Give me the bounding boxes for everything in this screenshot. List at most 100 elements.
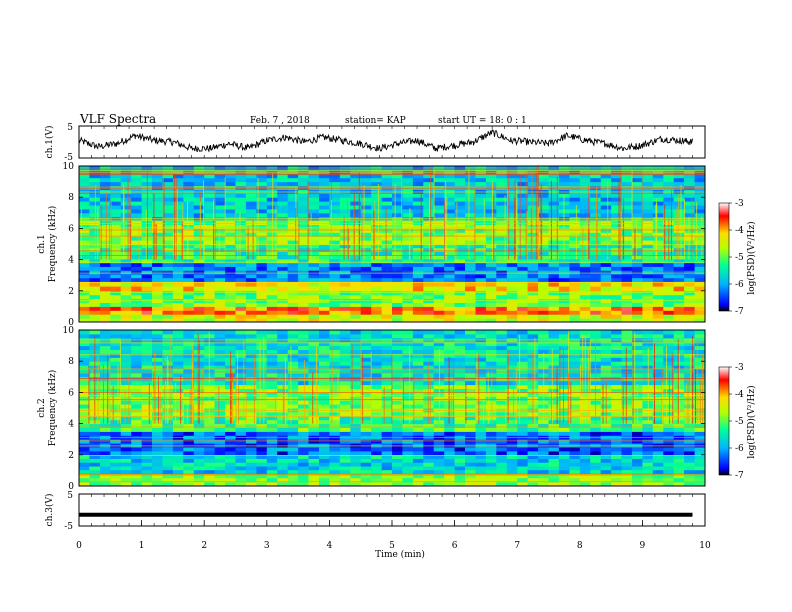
- spectrogram-cell: [632, 466, 643, 471]
- spectrogram-cell: [339, 481, 351, 487]
- spectrogram-cell: [266, 384, 278, 389]
- spectrogram-cell: [465, 294, 476, 300]
- spectrogram-cell: [99, 228, 111, 233]
- spectrogram-cell: [308, 353, 320, 358]
- spectrogram-cell: [694, 189, 706, 194]
- spectrogram-cell: [287, 185, 299, 190]
- spectrogram-spike: [433, 167, 435, 260]
- spectrogram-cell: [694, 181, 706, 186]
- spectrogram-cell: [538, 294, 549, 300]
- spectrogram-cell: [152, 177, 163, 183]
- spectrogram-cell: [402, 247, 414, 252]
- spectrogram-cell: [392, 228, 403, 233]
- spectrogram-cell: [475, 212, 487, 218]
- spectrogram-cell: [579, 306, 591, 311]
- header-date: Feb. 7 , 2018: [250, 116, 310, 126]
- spectrogram-cell: [527, 427, 539, 432]
- spectrogram-cell: [590, 177, 602, 183]
- spectrogram-cell: [266, 259, 278, 264]
- spectrogram-cell: [663, 177, 675, 183]
- spectrogram-cell: [412, 212, 424, 218]
- spectrogram-cell: [642, 469, 654, 474]
- spectrogram-cell: [225, 270, 236, 275]
- spectrogram-cell: [517, 197, 529, 202]
- spectrogram-cell: [245, 220, 257, 225]
- spectrogram-cell: [339, 177, 351, 183]
- spectrogram-cell: [110, 443, 122, 448]
- spectrogram-cell: [454, 232, 466, 237]
- spectrogram-cell: [204, 197, 216, 202]
- spectrogram-cell: [172, 450, 184, 456]
- spectrogram-cell: [590, 240, 602, 245]
- spectrogram-cell: [558, 423, 570, 428]
- spectrogram-spike: [671, 190, 672, 260]
- spectrogram-cell: [371, 266, 382, 271]
- spectrogram-cell: [277, 251, 289, 256]
- spectrogram-cell: [277, 361, 289, 366]
- spectrogram-cell: [287, 469, 299, 474]
- spectrogram-cell: [475, 341, 487, 347]
- spectrogram-cell: [684, 372, 695, 378]
- spectrogram-cell: [172, 185, 184, 190]
- spectrogram-cell: [454, 208, 466, 214]
- spectrogram-cell: [183, 294, 195, 300]
- spectrogram-cell: [89, 236, 101, 241]
- spectrogram-cell: [621, 415, 633, 421]
- spectrogram-cell: [172, 302, 184, 307]
- spectrogram-cell: [204, 173, 216, 179]
- spectrogram-cell: [611, 454, 622, 459]
- spectrogram-cell: [694, 266, 706, 271]
- spectrogram-cell: [381, 251, 393, 256]
- spectrogram-cell: [485, 454, 497, 459]
- spectrogram-cell: [444, 411, 456, 417]
- spectrogram-cell: [632, 251, 643, 256]
- spectrogram-cell: [454, 177, 466, 183]
- spectrogram-cell: [350, 306, 362, 311]
- spectrogram-cell: [141, 270, 153, 275]
- spectrogram-cell: [694, 185, 706, 190]
- spectrogram-cell: [183, 310, 195, 315]
- spectrogram-cell: [663, 266, 675, 271]
- spectrogram-cell: [350, 419, 362, 425]
- spectrogram-cell: [454, 318, 466, 323]
- spectrogram-cell: [308, 244, 320, 249]
- spectrogram-cell: [89, 302, 101, 307]
- spectrogram-cell: [89, 247, 101, 252]
- spectrogram-cell: [392, 423, 403, 428]
- spectrogram-cell: [120, 380, 132, 386]
- spectrogram-cell: [298, 262, 309, 267]
- spectrogram-cell: [600, 294, 612, 300]
- spectrogram-cell: [225, 473, 236, 479]
- spectrogram-cell: [412, 220, 424, 225]
- spectrogram-cell: [496, 469, 508, 474]
- spectrogram-cell: [152, 259, 163, 264]
- spectrogram-cell: [339, 262, 351, 267]
- spectrogram-cell: [517, 454, 529, 459]
- spectrogram-cell: [193, 197, 205, 202]
- spectrogram-cell: [496, 353, 508, 358]
- spectrogram-cell: [162, 193, 174, 198]
- spectrogram-cell: [444, 473, 456, 479]
- spectrogram-cell: [99, 236, 111, 241]
- spectrogram-cell: [412, 208, 424, 214]
- spectrogram-cell: [141, 415, 153, 421]
- spectrogram-cell: [412, 439, 424, 444]
- spectrogram-cell: [329, 294, 341, 300]
- spectrogram-cell: [496, 404, 508, 409]
- spectrogram-cell: [79, 294, 90, 300]
- spectrogram-cell: [600, 270, 612, 275]
- spectrogram-cell: [590, 306, 602, 311]
- spectrogram-cell: [152, 212, 163, 218]
- spectrogram-cell: [204, 224, 216, 229]
- spectrogram-cell: [694, 251, 706, 256]
- spectrogram-cell: [381, 205, 393, 210]
- spectrogram-cell: [79, 353, 90, 358]
- spectrogram-cell: [360, 274, 372, 279]
- spectrogram-cell: [99, 411, 111, 417]
- spectrogram-cell: [611, 314, 622, 319]
- spectrogram-cell: [193, 259, 205, 264]
- spectrogram-cell: [214, 388, 226, 393]
- spectrogram-cell: [277, 286, 289, 292]
- spectrogram-cell: [475, 173, 487, 179]
- spectrogram-cell: [517, 270, 529, 275]
